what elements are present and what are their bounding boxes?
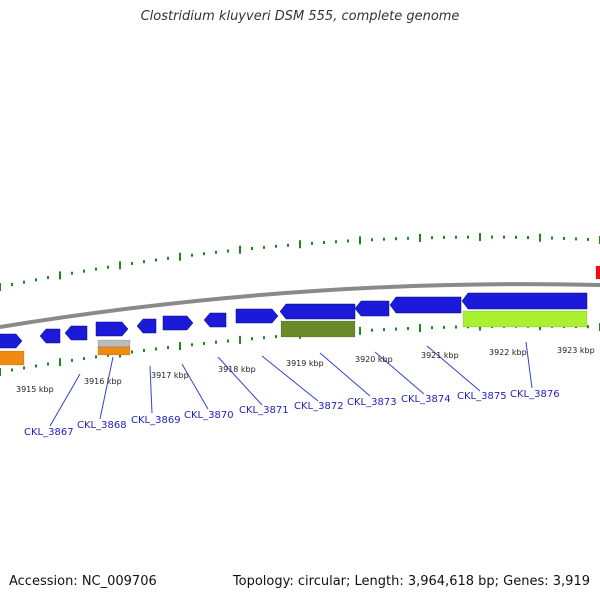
kbp-label: 3918 kbp [218,365,256,374]
cds-arrow [39,328,61,344]
cds-arrow [162,315,194,331]
leader-line [319,352,371,397]
gene-label: CKL_3867 [24,427,74,438]
kbp-label: 3922 kbp [489,348,527,357]
gene-label: CKL_3876 [510,389,560,400]
gene-box-gray [97,339,131,348]
kbp-label: 3920 kbp [355,355,393,364]
gene-label: CKL_3869 [131,415,181,426]
accession-text: Accession: NC_009706 [9,574,157,589]
kbp-label: 3917 kbp [151,371,189,380]
gene-box-orange [0,350,25,366]
genome-summary-text: Topology: circular; Length: 3,964,618 bp… [232,574,590,589]
cds-arrow [354,300,390,317]
cds-arrow [279,303,356,320]
kbp-label: 3915 kbp [16,385,54,394]
gene-box-red [595,265,600,280]
gene-label: CKL_3868 [77,420,127,431]
feature-track [0,265,600,366]
kbp-scale-labels: 3915 kbp 3916 kbp 3917 kbp 3918 kbp 3919 kbp… [16,346,595,394]
kbp-label: 3916 kbp [84,377,122,386]
gene-label: CKL_3870 [184,410,234,421]
cds-arrow [64,325,88,341]
gene-box-orange [97,346,131,356]
leader-line [374,351,425,395]
kbp-label: 3921 kbp [421,351,459,360]
gene-label: CKL_3874 [401,394,451,405]
gene-label: CKL_3872 [294,401,344,412]
leader-line [426,345,481,392]
cds-arrow [95,321,129,337]
kbp-label: 3923 kbp [557,346,595,355]
leader-line [149,365,153,414]
leader-line [217,356,263,406]
gene-label: CKL_3873 [347,397,397,408]
gene-box-lime [462,310,588,328]
outer-tick-row [0,233,600,291]
leader-line [261,355,319,402]
gene-label: CKL_3871 [239,405,289,416]
cds-arrow [136,318,157,334]
page-title: Clostridium kluyveri DSM 555, complete g… [140,9,460,24]
cds-arrow [389,296,462,314]
leader-line [99,356,114,420]
cds-arrow [235,308,279,324]
cds-arrow [203,312,227,328]
cds-arrow [0,333,23,349]
cds-arrow [461,292,588,310]
gene-label: CKL_3875 [457,391,507,402]
label-leader-lines [49,341,533,427]
gene-box-olive [280,320,356,338]
leader-line [49,373,81,427]
leader-line [525,341,533,389]
kbp-label: 3919 kbp [286,359,324,368]
leader-line [181,363,209,410]
genome-backbone [0,282,600,329]
